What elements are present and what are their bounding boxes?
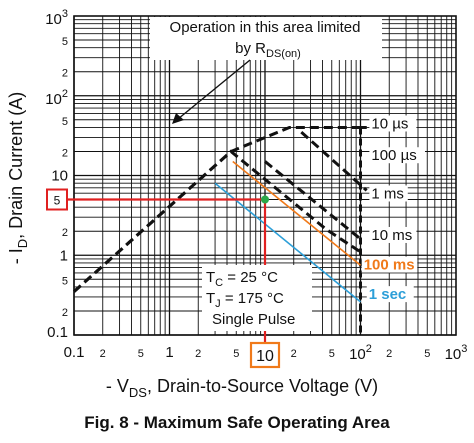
- y-tick-label: 5: [62, 116, 68, 128]
- x-tick-label: 5: [233, 348, 239, 360]
- y-tick-label: 5: [62, 36, 68, 48]
- curve-label-bg: [361, 256, 418, 273]
- x-tick-label: 5: [424, 348, 430, 360]
- x-tick-label-power: 102: [349, 343, 372, 363]
- highlight-markers: 5 10: [46, 188, 281, 369]
- y-tick-label-power: 102: [45, 88, 68, 108]
- series-line-100-ms: [232, 160, 362, 266]
- highlight-x-box: [249, 341, 281, 369]
- series-line-1-sec: [214, 182, 362, 303]
- curve-label-bg: [366, 286, 414, 303]
- y-tick-label: 1: [60, 247, 68, 264]
- curve-label: 100 ms: [364, 257, 415, 274]
- x-tick-label: 2: [195, 348, 201, 360]
- y-tick-label: 2: [62, 307, 68, 319]
- series-lines: [73, 125, 368, 335]
- curve-label-bg: [369, 226, 417, 243]
- series-line-10-ms: [73, 149, 362, 293]
- x-tick-label-power: 103: [445, 343, 468, 363]
- highlight-y-label: 5: [54, 194, 61, 208]
- annotation-line-2-prefix: by R: [235, 40, 266, 57]
- figure-caption: Fig. 8 - Maximum Safe Operating Area: [84, 413, 390, 432]
- x-tick-label: 2: [291, 348, 297, 360]
- highlight-point: [261, 195, 269, 204]
- y-tick-label: 0.1: [47, 324, 68, 341]
- y-tick-label: 5: [62, 275, 68, 287]
- annotation-line-2-sub: DS(on): [266, 48, 301, 60]
- rds-annotation: Operation in this area limited by RDS(on…: [150, 17, 382, 124]
- condition-tc: TC = 25 °C: [206, 269, 278, 289]
- test-conditions: TC = 25 °C TJ = 175 °C Single Pulse: [202, 265, 312, 331]
- condition-pulse: Single Pulse: [212, 311, 295, 328]
- series-line-100-s: [300, 130, 368, 192]
- curve-label: 1 sec: [369, 286, 407, 303]
- annotation-line-1: Operation in this area limited: [170, 19, 361, 36]
- condition-tj: TJ = 175 °C: [206, 290, 284, 310]
- curve-label-bg: [369, 185, 408, 202]
- x-tick-label: 2: [100, 348, 106, 360]
- curve-label: 1 ms: [371, 185, 404, 202]
- annotation-box: [150, 17, 382, 60]
- curve-label: 10 µs: [371, 115, 408, 132]
- y-tick-label: 2: [62, 68, 68, 80]
- annotation-line-2: by RDS(on): [235, 40, 301, 60]
- conditions-box: [202, 265, 312, 331]
- curve-label-bg: [369, 115, 417, 132]
- y-tick-label: 2: [62, 147, 68, 159]
- highlight-x-label: 10: [256, 348, 274, 365]
- x-axis-label: - VDS, Drain-to-Source Voltage (V): [106, 376, 378, 400]
- curve-label: 10 ms: [371, 227, 412, 244]
- annotation-arrow: [177, 59, 251, 120]
- series-line-1-ms: [264, 160, 362, 241]
- highlight-y-box: [46, 188, 68, 211]
- x-tick-label: 0.1: [64, 344, 85, 361]
- curve-label: 100 µs: [371, 147, 416, 164]
- curve-labels: 10 µs 100 µs 1 ms 10 ms 100 ms 1 sec: [361, 115, 425, 303]
- y-tick-label-power: 103: [45, 8, 68, 28]
- curve-label-bg: [369, 147, 425, 164]
- y-tick-label: 10: [51, 168, 68, 185]
- x-tick-label: 5: [329, 348, 335, 360]
- y-tick-label: 2: [62, 227, 68, 239]
- x-tick-label: 2: [386, 348, 392, 360]
- y-axis-label: - ID, Drain Current (A): [6, 92, 30, 264]
- x-tick-label: 1: [165, 344, 173, 361]
- annotation-arrowhead: [172, 113, 184, 124]
- x-tick-label: 5: [138, 348, 144, 360]
